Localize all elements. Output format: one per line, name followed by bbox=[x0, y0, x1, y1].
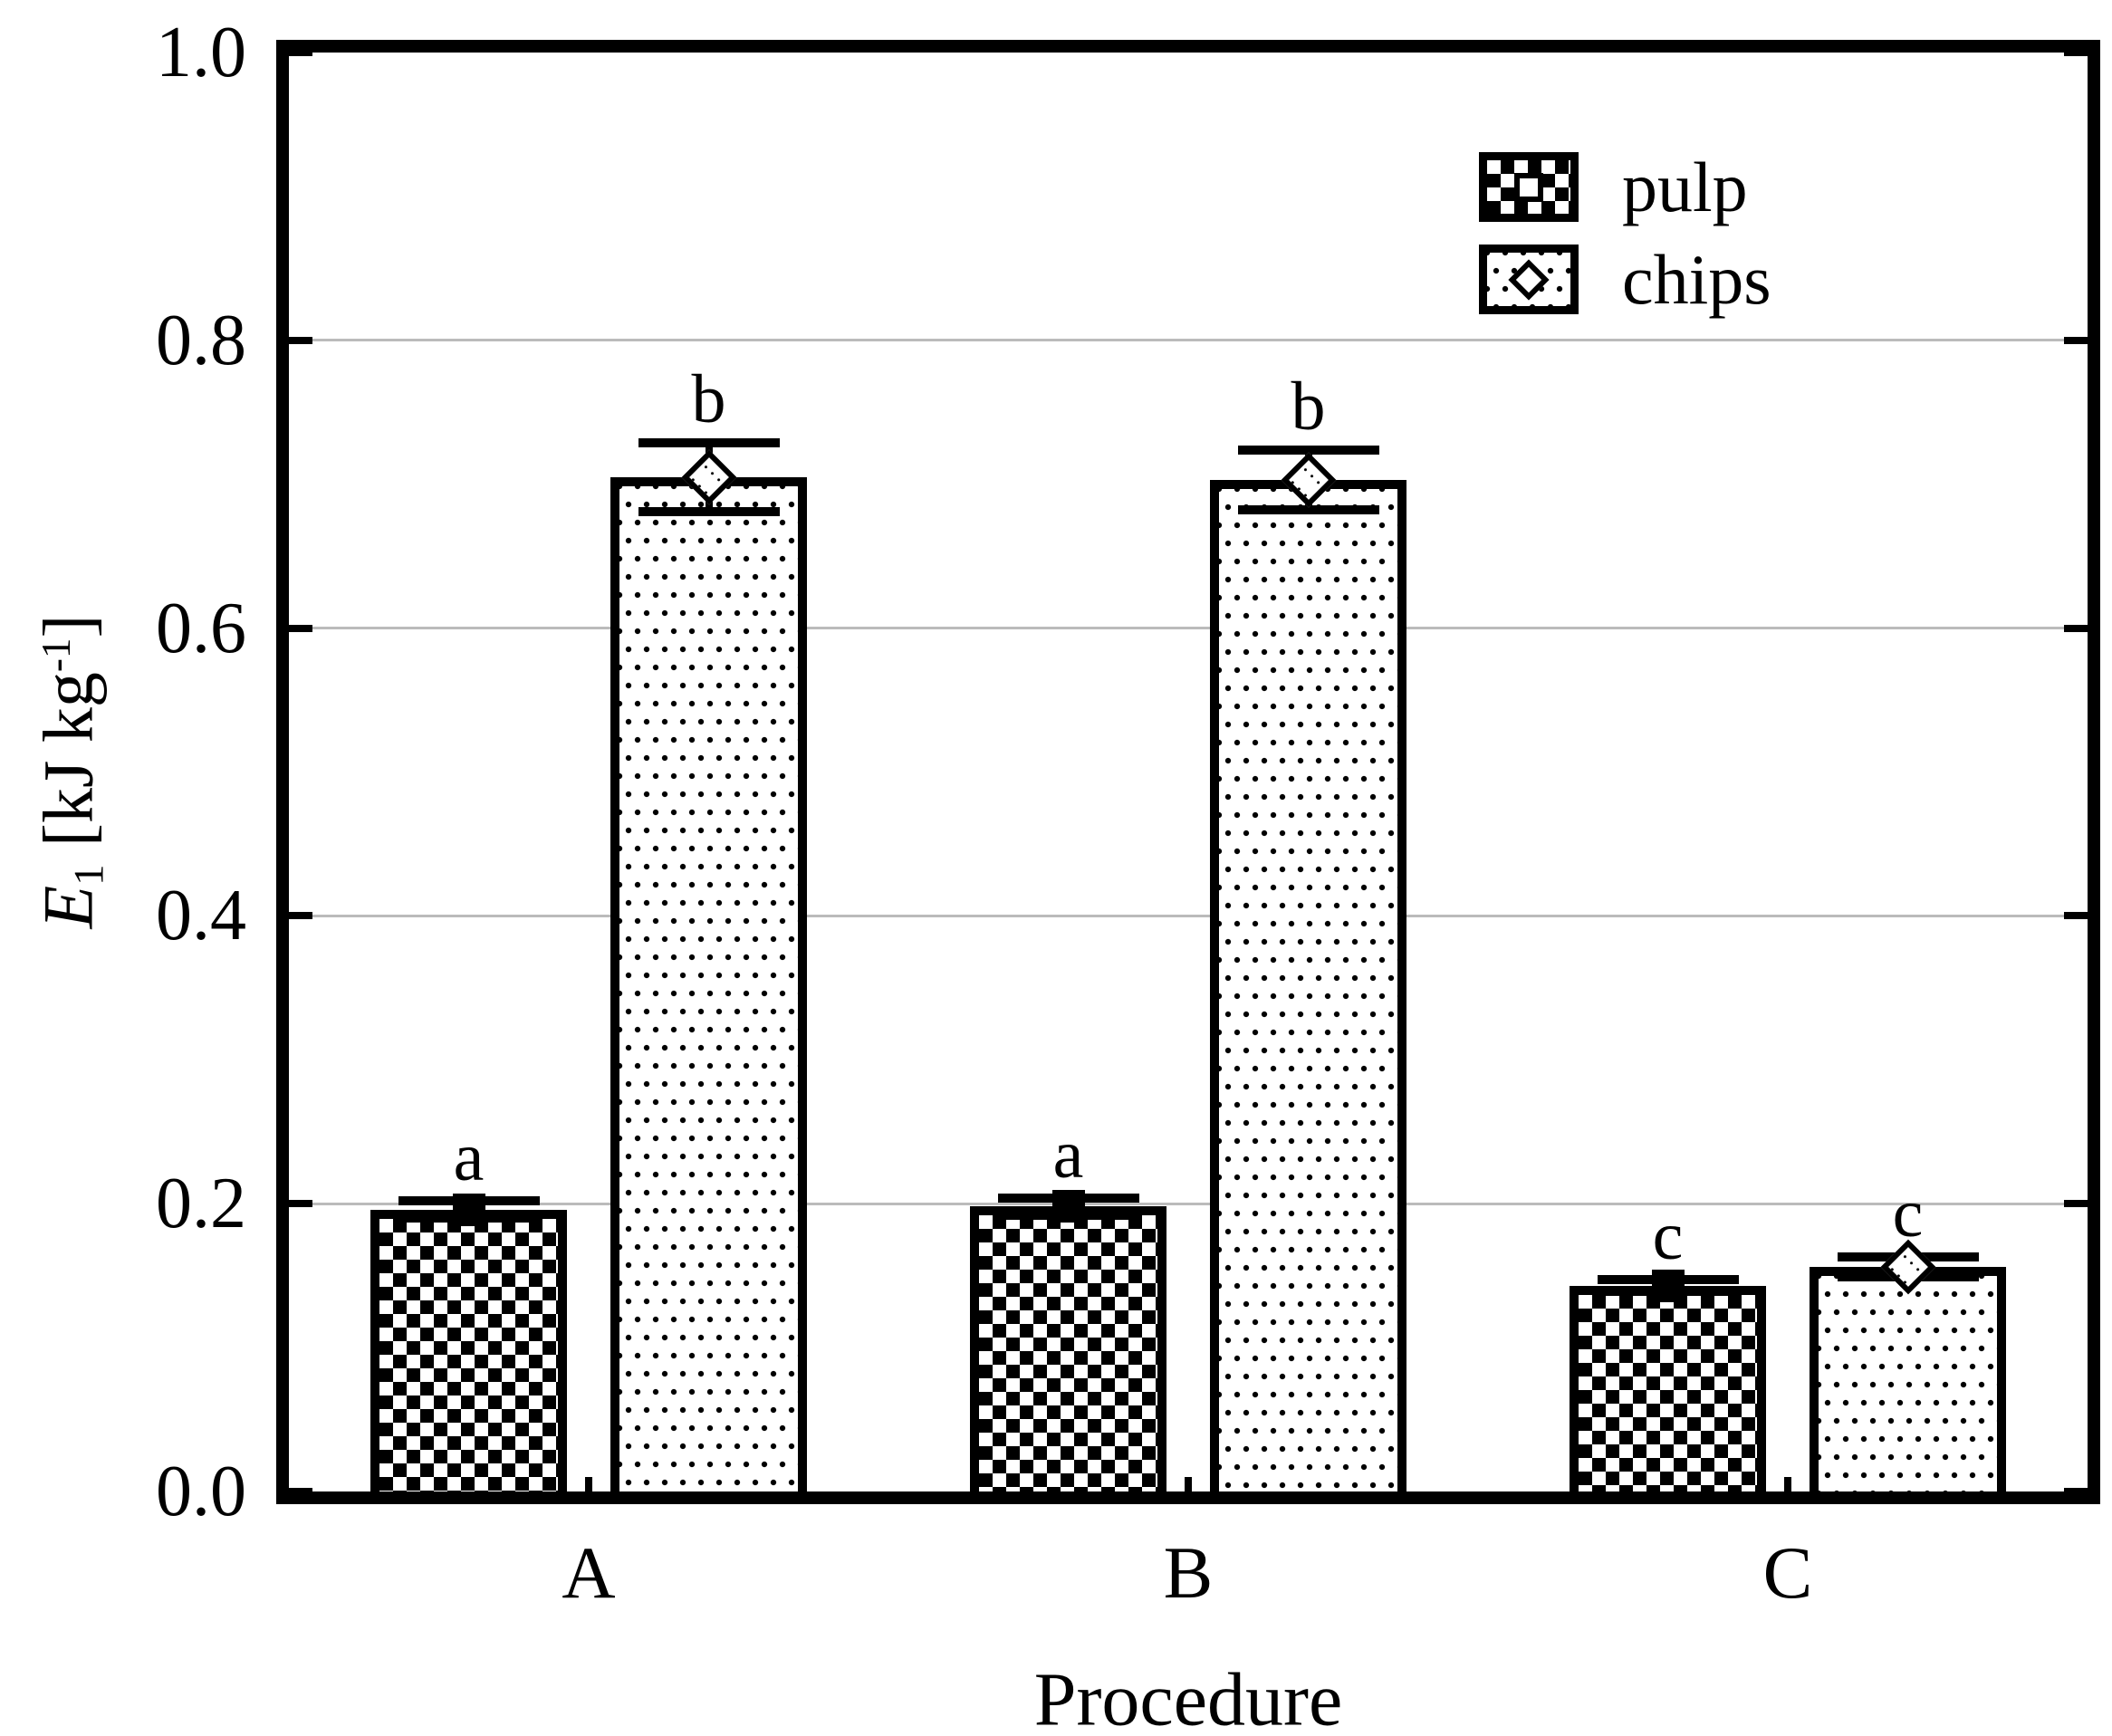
marker-square-pulp-C bbox=[1651, 1269, 1685, 1302]
bar-chips-A bbox=[610, 476, 807, 1491]
legend-label-pulp: pulp bbox=[1622, 148, 1748, 226]
sig-letter-pulp-C: c bbox=[1652, 1198, 1684, 1275]
y-tick-right-0 bbox=[2064, 1488, 2088, 1495]
error-cap-top-chips-B bbox=[1237, 445, 1379, 455]
legend-label-chips: chips bbox=[1622, 240, 1771, 319]
legend-item-pulp: pulp bbox=[1479, 148, 1771, 226]
y-tick-right-0.8 bbox=[2064, 336, 2088, 344]
y-title-units: [kJ kg bbox=[28, 672, 108, 865]
y-tick-right-0.2 bbox=[2064, 1200, 2088, 1208]
sig-letter-pulp-A: a bbox=[453, 1119, 485, 1196]
error-cap-top-chips-A bbox=[638, 437, 780, 447]
y-tick-label-0.2: 0.2 bbox=[156, 1164, 246, 1244]
y-tick-label-1: 1.0 bbox=[156, 13, 246, 92]
y-tick-label-0.4: 0.4 bbox=[156, 876, 246, 956]
gridline-0.8 bbox=[289, 339, 2088, 342]
legend: pulp chips bbox=[1479, 152, 1771, 337]
sig-letter-chips-B: b bbox=[1291, 368, 1326, 445]
y-tick-right-0.6 bbox=[2064, 624, 2088, 632]
marker-square-pulp-B bbox=[1051, 1190, 1085, 1223]
marker-square-pulp-A bbox=[452, 1193, 485, 1226]
error-cap-bottom-chips-B bbox=[1237, 505, 1379, 515]
sig-letter-pulp-B: a bbox=[1052, 1116, 1084, 1193]
y-tick-label-0.6: 0.6 bbox=[156, 588, 246, 668]
y-title-superscript: -1 bbox=[33, 638, 79, 673]
diamond-marker-icon bbox=[1508, 258, 1550, 301]
x-category-label-B: B bbox=[1163, 1531, 1214, 1614]
y-tick-left-0.6 bbox=[289, 624, 312, 632]
sig-letter-chips-C: c bbox=[1892, 1175, 1924, 1252]
bar-pulp-C bbox=[1570, 1285, 1766, 1491]
y-tick-left-1 bbox=[289, 49, 312, 56]
y-tick-left-0.4 bbox=[289, 912, 312, 920]
x-tick-C bbox=[1784, 1477, 1791, 1491]
y-tick-left-0.2 bbox=[289, 1200, 312, 1208]
x-axis-title: Procedure bbox=[1033, 1657, 1343, 1736]
y-tick-right-0.4 bbox=[2064, 912, 2088, 920]
x-category-label-A: A bbox=[562, 1531, 616, 1614]
sig-letter-chips-A: b bbox=[691, 360, 726, 437]
square-marker-icon bbox=[1514, 172, 1543, 202]
y-tick-left-0.8 bbox=[289, 336, 312, 344]
legend-item-chips: chips bbox=[1479, 240, 1771, 319]
x-tick-A bbox=[585, 1477, 592, 1491]
gridline-0.6 bbox=[289, 627, 2088, 630]
x-tick-B bbox=[1185, 1477, 1192, 1491]
y-tick-left-0 bbox=[289, 1488, 312, 1495]
y-tick-label-0: 0.0 bbox=[156, 1452, 246, 1531]
bar-chips-C bbox=[1810, 1267, 2006, 1491]
error-cap-bottom-chips-A bbox=[638, 506, 780, 516]
gridline-0.2 bbox=[289, 1202, 2088, 1205]
legend-swatch-pulp bbox=[1479, 152, 1579, 222]
bar-pulp-B bbox=[970, 1206, 1166, 1491]
y-tick-right-1 bbox=[2064, 49, 2088, 56]
y-tick-label-0.8: 0.8 bbox=[156, 300, 246, 380]
bar-chips-B bbox=[1210, 479, 1406, 1491]
bar-pulp-A bbox=[370, 1209, 567, 1491]
gridline-0.4 bbox=[289, 914, 2088, 917]
x-category-label-C: C bbox=[1762, 1531, 1813, 1614]
legend-swatch-chips bbox=[1479, 245, 1579, 314]
